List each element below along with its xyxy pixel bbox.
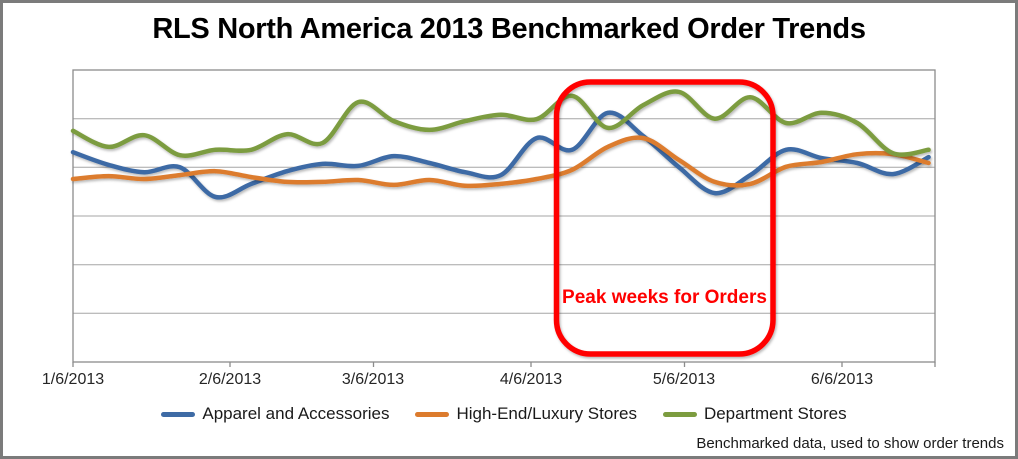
chart-title: RLS North America 2013 Benchmarked Order…	[152, 13, 866, 45]
legend-label: Apparel and Accessories	[202, 404, 390, 423]
legend: Apparel and Accessories High-End/Luxury …	[73, 401, 935, 427]
gridlines	[73, 118, 935, 314]
x-axis-label: 1/6/2013	[41, 371, 105, 388]
series-line-apparel-and-accessories	[70, 110, 931, 200]
legend-item-department: Department Stores	[662, 404, 847, 424]
apparel-line-swatch-icon	[161, 411, 196, 417]
series-line-high-end-luxury-stores	[70, 135, 931, 189]
x-axis-label: 5/6/2013	[652, 371, 716, 388]
footer-note: Benchmarked data, used to show order tre…	[696, 435, 1004, 452]
series-line-department-stores	[70, 89, 931, 158]
series-lines	[70, 89, 931, 200]
x-axis-label: 4/6/2013	[499, 371, 563, 388]
annotation-box	[553, 79, 776, 357]
legend-label: Department Stores	[703, 404, 847, 423]
legend-label: High-End/Luxury Stores	[456, 404, 637, 423]
x-axis-label: 3/6/2013	[341, 371, 405, 388]
legend-item-apparel: Apparel and Accessories	[161, 404, 389, 424]
x-axis-label: 2/6/2013	[198, 371, 262, 388]
legend-item-luxury: High-End/Luxury Stores	[415, 404, 637, 424]
department-line-swatch-icon	[662, 411, 697, 417]
x-axis-label: 6/6/2013	[810, 371, 874, 388]
annotation-label: Peak weeks for Orders	[562, 287, 767, 308]
plot-border	[72, 69, 936, 363]
x-axis-ticks	[72, 362, 936, 367]
luxury-line-swatch-icon	[415, 411, 450, 417]
